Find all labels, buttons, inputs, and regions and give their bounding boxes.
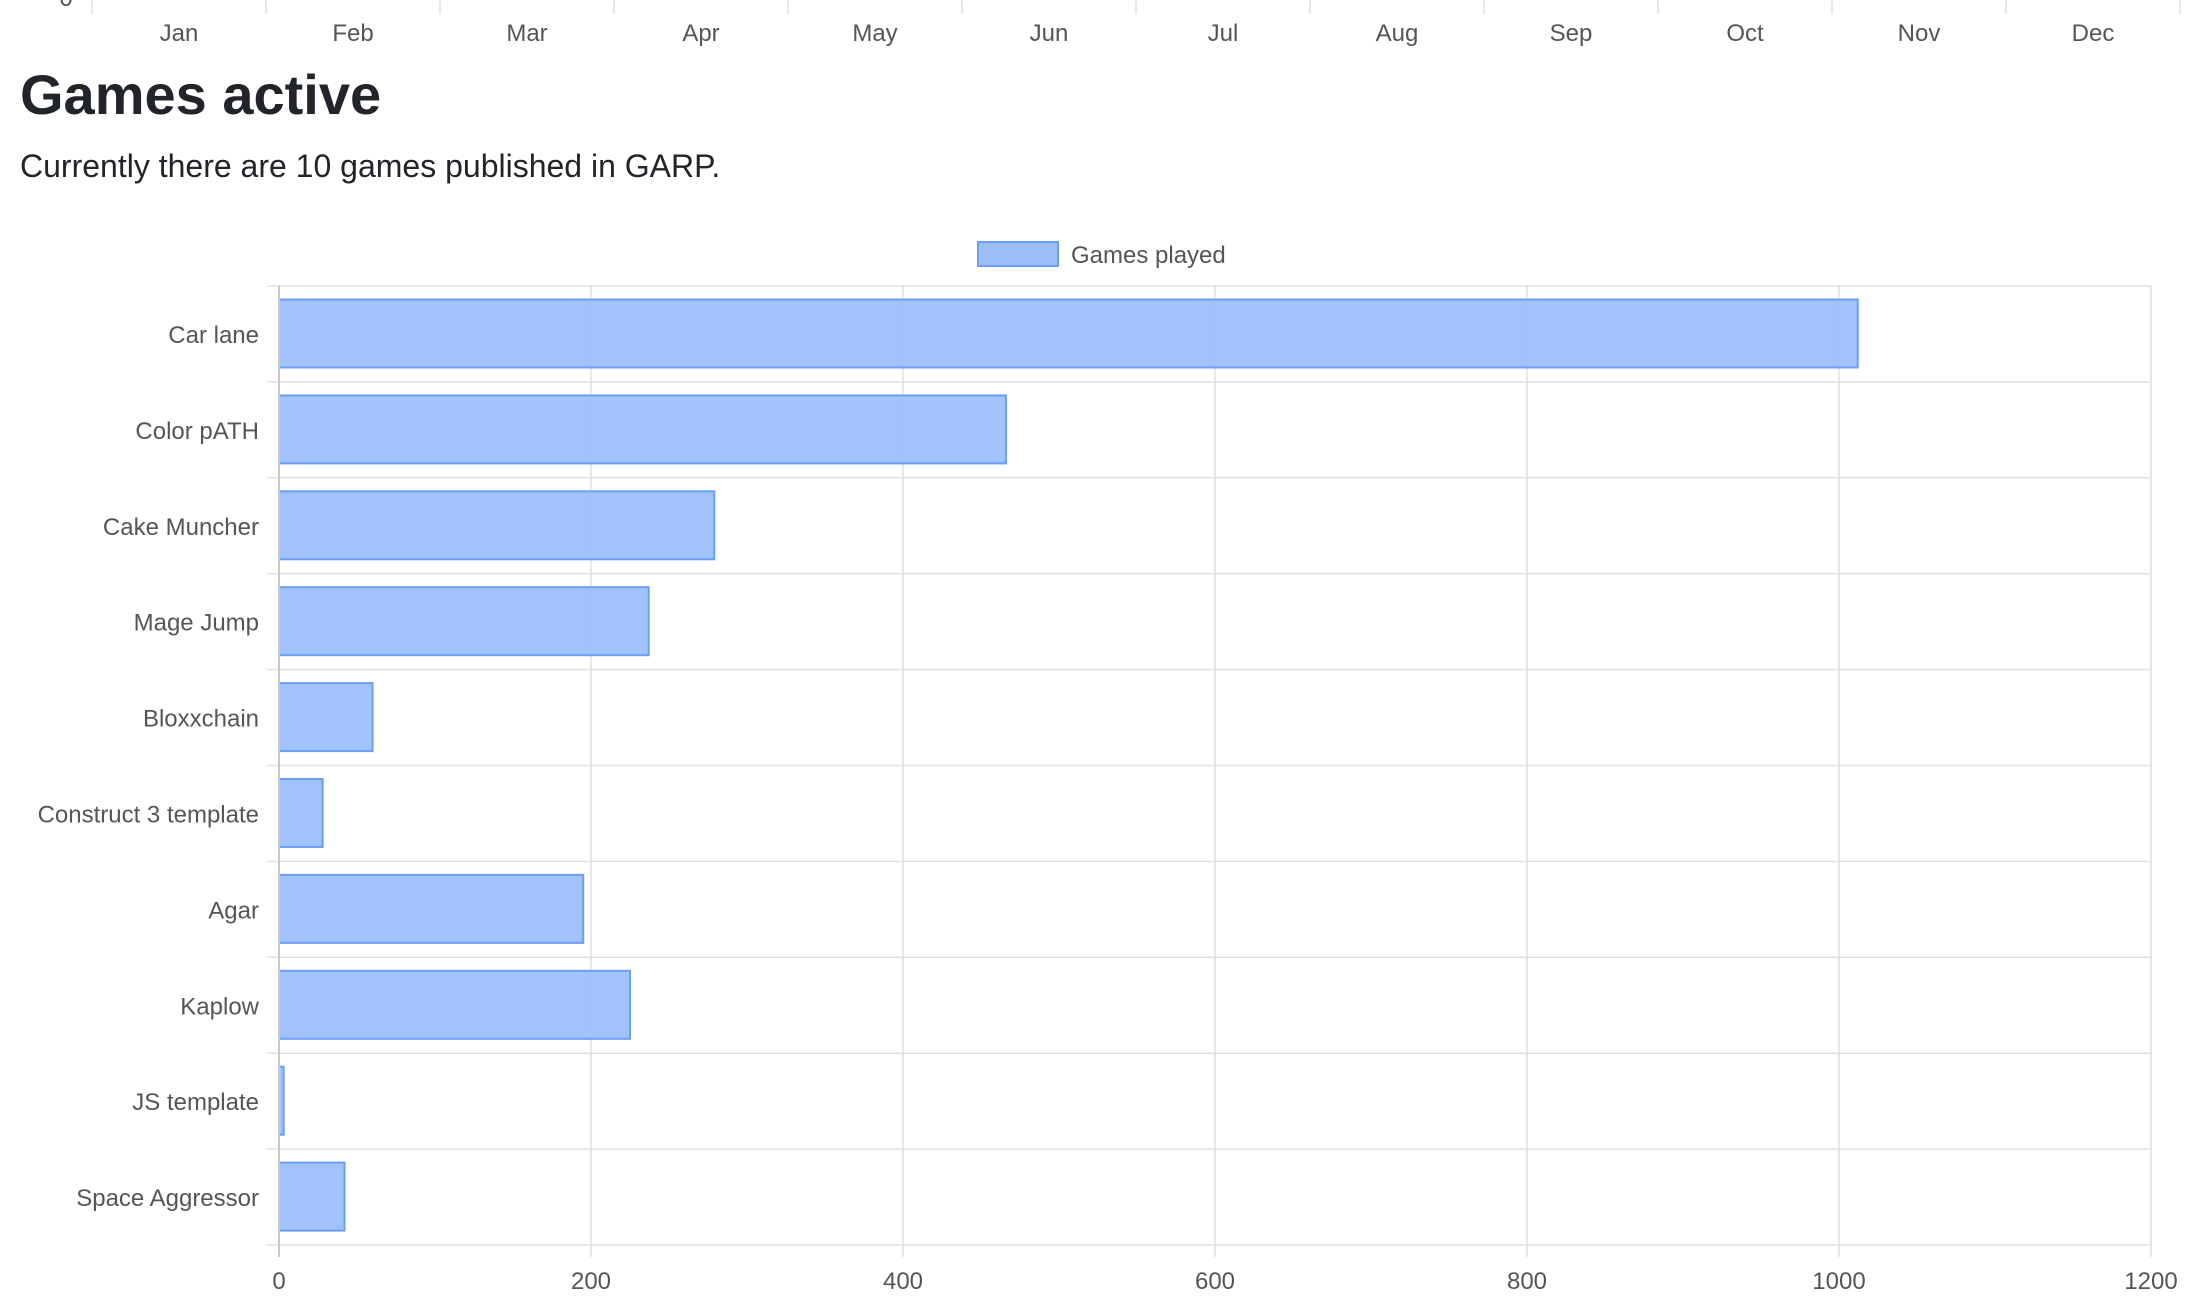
category-label: Agar bbox=[208, 897, 259, 924]
top-axis-month-label: Sep bbox=[1550, 20, 1593, 47]
bar-color-path bbox=[278, 394, 1007, 465]
x-tick-label: 200 bbox=[571, 1268, 611, 1295]
bar-mage-jump bbox=[278, 586, 650, 657]
bar-space-aggressor bbox=[278, 1161, 346, 1232]
bar-agar bbox=[278, 873, 585, 944]
top-axis-month-label: Mar bbox=[506, 20, 547, 47]
bar-kaplow bbox=[278, 969, 631, 1040]
bar-construct-3-template bbox=[278, 778, 324, 848]
top-axis-month-label: Nov bbox=[1898, 20, 1941, 47]
top-axis-month-label: May bbox=[852, 20, 897, 47]
category-label: Cake Muncher bbox=[103, 514, 259, 541]
top-axis-month-label: Aug bbox=[1376, 20, 1419, 47]
page-description: Currently there are 10 games published i… bbox=[20, 148, 721, 184]
legend-swatch bbox=[977, 241, 1059, 267]
category-label: Space Aggressor bbox=[76, 1185, 259, 1212]
top-axis-month-label: Jan bbox=[160, 20, 199, 47]
category-label: Mage Jump bbox=[134, 610, 259, 637]
top-axis-zero-label: 0 bbox=[59, 0, 72, 12]
top-axis-month-label: Jul bbox=[1208, 20, 1239, 47]
top-axis-month-label: Apr bbox=[682, 20, 719, 47]
category-label: JS template bbox=[132, 1089, 259, 1116]
category-label: Construct 3 template bbox=[38, 801, 259, 828]
top-axis-month-label: Feb bbox=[332, 20, 373, 47]
top-axis-month-label: Oct bbox=[1726, 20, 1764, 47]
page-title: Games active bbox=[20, 63, 382, 126]
bar-cake-muncher bbox=[278, 490, 716, 561]
x-tick-label: 600 bbox=[1195, 1268, 1235, 1295]
x-tick-label: 400 bbox=[883, 1268, 923, 1295]
chart-legend: Games played bbox=[977, 241, 1226, 269]
x-tick-label: 0 bbox=[272, 1268, 285, 1295]
x-tick-label: 1000 bbox=[1812, 1268, 1865, 1295]
category-label: Kaplow bbox=[180, 993, 259, 1020]
x-tick-label: 1200 bbox=[2124, 1268, 2177, 1295]
top-axis-month-label: Jun bbox=[1030, 20, 1069, 47]
previous-chart-x-axis: 0 Jan Feb Mar Apr May Jun Jul Aug Sep Oct Nov Dec bbox=[59, 0, 2181, 47]
top-axis-month-label: Dec bbox=[2072, 20, 2115, 47]
bar-bloxxchain bbox=[278, 682, 374, 753]
legend-label: Games played bbox=[1071, 242, 1226, 269]
games-played-chart: Games played Car lane Color pATH Cake Munch… bbox=[38, 241, 2178, 1295]
category-label: Color pATH bbox=[135, 418, 259, 445]
category-label: Car lane bbox=[168, 322, 259, 349]
x-tick-label: 800 bbox=[1507, 1268, 1547, 1295]
category-label: Bloxxchain bbox=[143, 706, 259, 733]
bar-car-lane bbox=[278, 298, 1859, 369]
